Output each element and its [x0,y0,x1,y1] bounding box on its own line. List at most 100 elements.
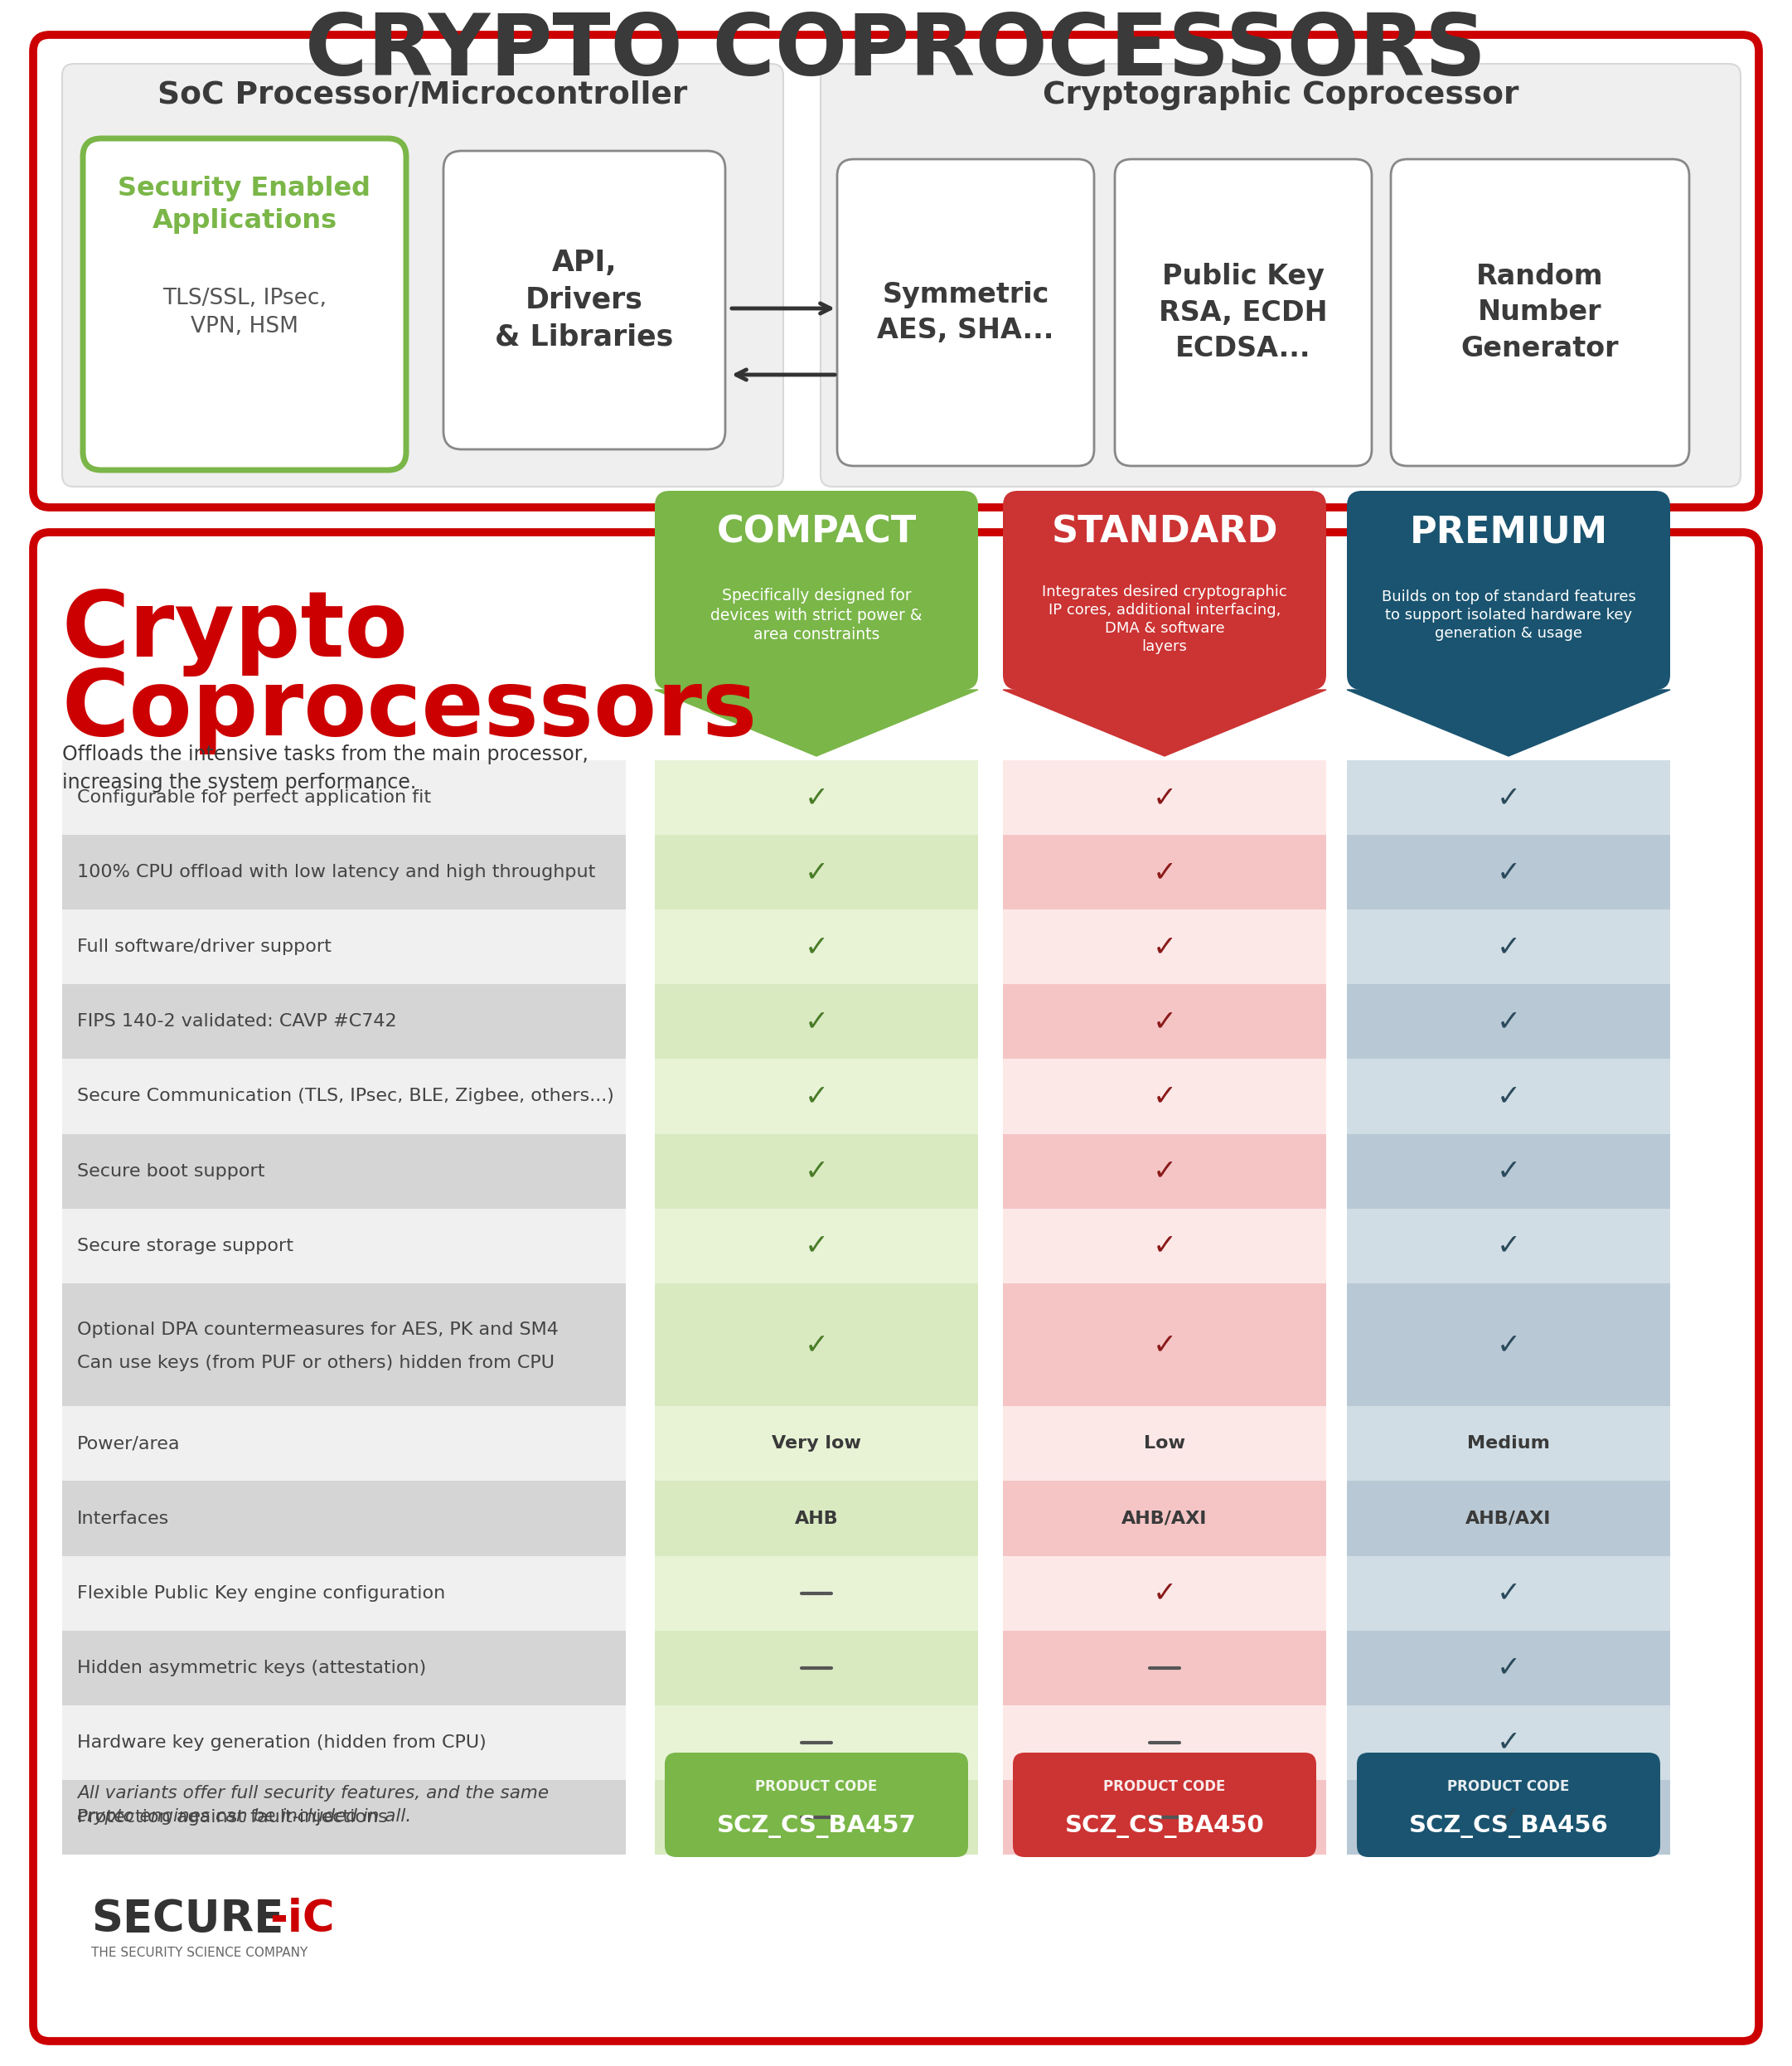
Text: Specifically designed for
devices with strict power &
area constraints: Specifically designed for devices with s… [711,589,923,643]
Bar [654,1704,978,1781]
Bar [63,909,625,983]
Text: ✓: ✓ [1496,934,1521,961]
Text: Security Enabled
Applications: Security Enabled Applications [118,176,371,233]
Bar [1348,1556,1670,1630]
Text: ✓: ✓ [1152,934,1177,961]
Text: ✓: ✓ [1496,1653,1521,1682]
Text: PRODUCT CODE: PRODUCT CODE [1104,1779,1226,1793]
Bar [63,1556,625,1630]
Bar [1348,1134,1670,1209]
Bar [1348,983,1670,1060]
Text: SCZ_CS_BA457: SCZ_CS_BA457 [717,1814,916,1837]
Text: PRODUCT CODE: PRODUCT CODE [1448,1779,1570,1793]
Text: Flexible Public Key engine configuration: Flexible Public Key engine configuration [77,1585,444,1601]
Text: ✓: ✓ [1152,1083,1177,1112]
Bar [1348,1209,1670,1283]
Text: ✓: ✓ [1152,857,1177,886]
Text: ✓: ✓ [1496,1231,1521,1260]
FancyBboxPatch shape [34,533,1758,2041]
Bar [1004,1556,1326,1630]
Text: Optional DPA countermeasures for AES, PK and SM4: Optional DPA countermeasures for AES, PK… [77,1322,559,1339]
Text: Hidden asymmetric keys (attestation): Hidden asymmetric keys (attestation) [77,1659,426,1676]
Bar [1348,1630,1670,1704]
Text: ✓: ✓ [1496,783,1521,812]
FancyBboxPatch shape [821,64,1740,488]
Bar [654,760,978,835]
Bar [1004,1781,1326,1855]
Text: ✓: ✓ [1152,1157,1177,1186]
Bar [1004,760,1326,835]
FancyBboxPatch shape [34,35,1758,508]
Text: CRYPTO COPROCESSORS: CRYPTO COPROCESSORS [305,10,1487,93]
Text: Crypto: Crypto [63,587,409,676]
FancyBboxPatch shape [837,159,1095,467]
Bar [654,1060,978,1134]
Bar [654,1134,978,1209]
Bar [654,983,978,1060]
Bar [63,1283,625,1407]
Bar [1004,1630,1326,1704]
Bar [1348,1781,1670,1855]
Bar [654,1283,978,1407]
Bar [1348,760,1670,835]
Bar [63,1407,625,1481]
Text: ✓: ✓ [1496,1157,1521,1186]
Bar [1004,1060,1326,1134]
Bar [63,1481,625,1556]
Bar [654,909,978,983]
Bar [654,1407,978,1481]
Bar [1004,983,1326,1060]
Bar [1004,1209,1326,1283]
FancyBboxPatch shape [1004,492,1326,690]
Text: ✓: ✓ [805,783,828,812]
Text: Cryptographic Coprocessor: Cryptographic Coprocessor [1043,81,1518,109]
Bar [63,760,625,835]
Text: ✓: ✓ [805,934,828,961]
Bar [654,1209,978,1283]
Bar [1348,909,1670,983]
FancyBboxPatch shape [1357,1752,1659,1857]
Bar [1004,1134,1326,1209]
Bar [1348,1704,1670,1781]
Text: THE SECURITY SCIENCE COMPANY: THE SECURITY SCIENCE COMPANY [91,1946,308,1959]
Text: Offloads the intensive tasks from the main processor,
increasing the system perf: Offloads the intensive tasks from the ma… [63,744,588,793]
Text: Hardware key generation (hidden from CPU): Hardware key generation (hidden from CPU… [77,1733,486,1750]
Polygon shape [1348,690,1670,756]
Text: TLS/SSL, IPsec,
VPN, HSM: TLS/SSL, IPsec, VPN, HSM [163,287,326,337]
Bar [1004,1283,1326,1407]
Text: ✓: ✓ [1496,1578,1521,1607]
Text: PRODUCT CODE: PRODUCT CODE [756,1779,878,1793]
Bar [1348,1060,1670,1134]
Bar [1348,1407,1670,1481]
Text: Secure Communication (TLS, IPsec, BLE, Zigbee, others...): Secure Communication (TLS, IPsec, BLE, Z… [77,1089,615,1105]
Text: SCZ_CS_BA450: SCZ_CS_BA450 [1064,1814,1265,1837]
Text: AHB/AXI: AHB/AXI [1466,1510,1552,1527]
FancyBboxPatch shape [665,1752,968,1857]
Bar [1004,1704,1326,1781]
Text: SoC Processor/Microcontroller: SoC Processor/Microcontroller [158,81,688,109]
Text: ✓: ✓ [1496,1083,1521,1112]
Text: ✓: ✓ [1496,1331,1521,1359]
Bar [63,1781,625,1855]
Bar [1348,835,1670,909]
Bar [1004,1407,1326,1481]
Text: SECURE: SECURE [91,1899,283,1940]
Text: ✓: ✓ [1152,783,1177,812]
Bar [63,1630,625,1704]
Text: PREMIUM: PREMIUM [1410,514,1607,550]
Text: Builds on top of standard features
to support isolated hardware key
generation &: Builds on top of standard features to su… [1382,589,1636,640]
FancyBboxPatch shape [1012,1752,1317,1857]
Bar [654,1781,978,1855]
Text: ✓: ✓ [1152,1331,1177,1359]
Bar [1348,1481,1670,1556]
Text: ✓: ✓ [1496,1008,1521,1035]
Text: Secure storage support: Secure storage support [77,1238,294,1254]
FancyBboxPatch shape [1348,492,1670,690]
Bar [63,1060,625,1134]
Bar [63,983,625,1060]
Text: ✓: ✓ [805,1157,828,1186]
Text: ✓: ✓ [1496,1804,1521,1830]
Text: Configurable for perfect application fit: Configurable for perfect application fit [77,789,432,806]
Polygon shape [1004,690,1326,756]
FancyBboxPatch shape [443,151,726,448]
